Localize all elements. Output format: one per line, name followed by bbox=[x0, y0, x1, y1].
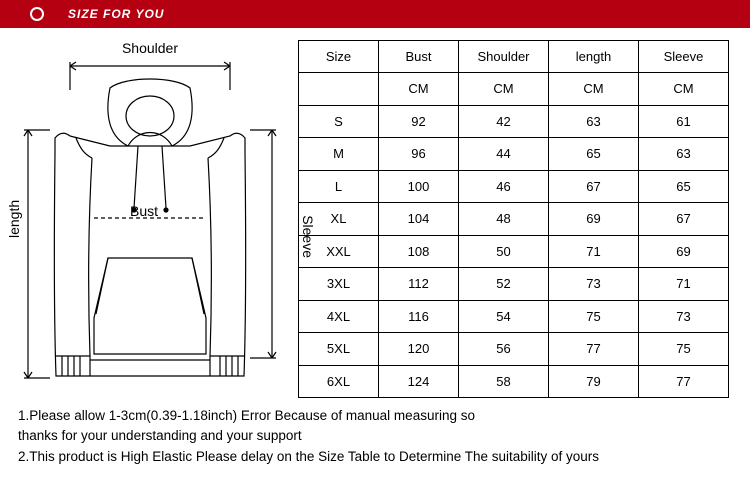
header-circle-icon bbox=[30, 7, 44, 21]
table-header-cell: Bust bbox=[379, 41, 459, 73]
table-row: L100466765 bbox=[299, 170, 729, 203]
notes: 1.Please allow 1-3cm(0.39-1.18inch) Erro… bbox=[0, 398, 750, 467]
table-unit-cell: CM bbox=[549, 73, 639, 106]
table-header-cell: Size bbox=[299, 41, 379, 73]
table-cell: 100 bbox=[379, 170, 459, 203]
table-header-cell: Sleeve bbox=[639, 41, 729, 73]
table-row: S92426361 bbox=[299, 105, 729, 138]
table-cell: 46 bbox=[459, 170, 549, 203]
table-cell: 116 bbox=[379, 300, 459, 333]
table-cell: 61 bbox=[639, 105, 729, 138]
header-bar: SIZE FOR YOU bbox=[0, 0, 750, 28]
table-cell: 77 bbox=[639, 365, 729, 398]
note-line-3: 2.This product is High Elastic Please de… bbox=[18, 447, 732, 467]
table-cell: 63 bbox=[549, 105, 639, 138]
table-cell: 73 bbox=[549, 268, 639, 301]
table-cell: 75 bbox=[639, 333, 729, 366]
table-cell: 108 bbox=[379, 235, 459, 268]
length-label: length bbox=[6, 200, 22, 238]
table-row: 6XL124587977 bbox=[299, 365, 729, 398]
table-cell: 67 bbox=[639, 203, 729, 236]
table-cell: 50 bbox=[459, 235, 549, 268]
table-cell: 67 bbox=[549, 170, 639, 203]
table-unit-cell bbox=[299, 73, 379, 106]
table-unit-cell: CM bbox=[379, 73, 459, 106]
header-title: SIZE FOR YOU bbox=[68, 7, 164, 21]
table-cell: 77 bbox=[549, 333, 639, 366]
table-cell: 4XL bbox=[299, 300, 379, 333]
table-cell: 92 bbox=[379, 105, 459, 138]
table-cell: 120 bbox=[379, 333, 459, 366]
table-row: XL104486967 bbox=[299, 203, 729, 236]
table-header-cell: Shoulder bbox=[459, 41, 549, 73]
table-head: SizeBustShoulderlengthSleeve bbox=[299, 41, 729, 73]
table-cell: L bbox=[299, 170, 379, 203]
table-cell: 63 bbox=[639, 138, 729, 171]
shoulder-label: Shoulder bbox=[10, 40, 290, 56]
table-cell: 58 bbox=[459, 365, 549, 398]
table-cell: 75 bbox=[549, 300, 639, 333]
content-row: Shoulder bbox=[0, 28, 750, 398]
table-cell: 71 bbox=[549, 235, 639, 268]
size-table: SizeBustShoulderlengthSleeve CMCMCMCMS92… bbox=[298, 40, 729, 398]
table-cell: 65 bbox=[639, 170, 729, 203]
table-cell: 42 bbox=[459, 105, 549, 138]
table-cell: S bbox=[299, 105, 379, 138]
table-row: 5XL120567775 bbox=[299, 333, 729, 366]
table-cell: 48 bbox=[459, 203, 549, 236]
table-cell: 54 bbox=[459, 300, 549, 333]
hoodie-diagram: length Sleeve Bust bbox=[10, 58, 290, 398]
note-line-1: 1.Please allow 1-3cm(0.39-1.18inch) Erro… bbox=[18, 406, 732, 426]
table-unit-cell: CM bbox=[639, 73, 729, 106]
table-row: XXL108507169 bbox=[299, 235, 729, 268]
table-cell: 69 bbox=[639, 235, 729, 268]
table-row: 3XL112527371 bbox=[299, 268, 729, 301]
table-cell: 124 bbox=[379, 365, 459, 398]
table-cell: 44 bbox=[459, 138, 549, 171]
note-line-2: thanks for your understanding and your s… bbox=[18, 426, 732, 446]
table-cell: 71 bbox=[639, 268, 729, 301]
table-cell: 96 bbox=[379, 138, 459, 171]
table-header-cell: length bbox=[549, 41, 639, 73]
table-cell: 65 bbox=[549, 138, 639, 171]
sleeve-label: Sleeve bbox=[300, 215, 316, 258]
table-cell: 73 bbox=[639, 300, 729, 333]
table-cell: 3XL bbox=[299, 268, 379, 301]
table-cell: 79 bbox=[549, 365, 639, 398]
table-cell: 56 bbox=[459, 333, 549, 366]
table-row: M96446563 bbox=[299, 138, 729, 171]
diagram-area: Shoulder bbox=[10, 40, 290, 398]
table-cell: 6XL bbox=[299, 365, 379, 398]
table-cell: M bbox=[299, 138, 379, 171]
table-row: 4XL116547573 bbox=[299, 300, 729, 333]
bust-label: Bust bbox=[130, 203, 158, 219]
table-cell: 104 bbox=[379, 203, 459, 236]
table-cell: 112 bbox=[379, 268, 459, 301]
table-unit-cell: CM bbox=[459, 73, 549, 106]
table-cell: 69 bbox=[549, 203, 639, 236]
table-cell: 5XL bbox=[299, 333, 379, 366]
table-body: CMCMCMCMS92426361M96446563L100466765XL10… bbox=[299, 73, 729, 398]
table-cell: 52 bbox=[459, 268, 549, 301]
